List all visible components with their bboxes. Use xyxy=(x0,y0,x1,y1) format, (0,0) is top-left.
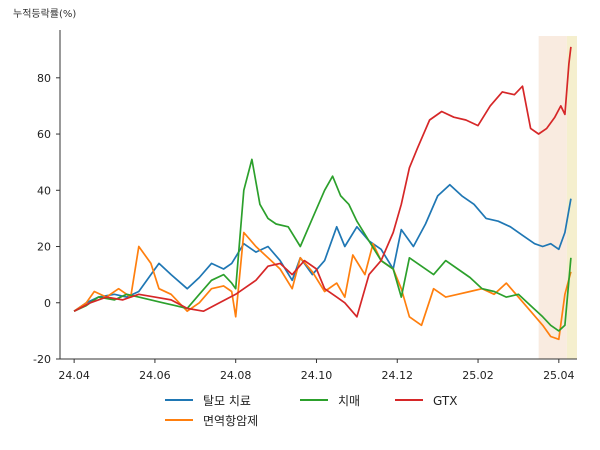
y-tick-label: 20 xyxy=(37,241,51,254)
series-line-0 xyxy=(73,183,572,312)
y-tick-label: -20 xyxy=(33,353,51,366)
x-tick-label: 24.06 xyxy=(139,369,171,382)
legend: 탈모 치료 치매 GTX 면역항암제 xyxy=(165,394,457,428)
x-tick-label: 24.08 xyxy=(220,369,252,382)
series-line-1 xyxy=(73,231,572,341)
x-tick-label: 25.04 xyxy=(543,369,575,382)
y-tick-label: 80 xyxy=(37,72,51,85)
highlight-bands xyxy=(538,36,577,359)
y-tick-label: 40 xyxy=(37,184,51,197)
x-tick-label: 25.02 xyxy=(462,369,494,382)
highlight-band-1 xyxy=(566,36,577,359)
x-tick-label: 24.04 xyxy=(58,369,90,382)
legend-label: 탈모 치료 xyxy=(203,394,251,408)
x-tick-label: 24.12 xyxy=(382,369,414,382)
legend-label: 치매 xyxy=(338,394,360,408)
series-lines xyxy=(73,46,572,341)
highlight-band-0 xyxy=(538,36,567,359)
x-tick-label: 24.10 xyxy=(301,369,333,382)
series-line-2 xyxy=(73,158,572,332)
legend-label: GTX xyxy=(433,394,457,408)
legend-label: 면역항암제 xyxy=(203,414,258,428)
y-tick-label: 60 xyxy=(37,128,51,141)
series-line-3 xyxy=(73,46,572,318)
axes: -20 0 20 40 60 80 24.04 24.06 24.08 24.10 24.12 25.… xyxy=(33,30,577,382)
y-tick-label: 0 xyxy=(44,297,51,310)
y-axis-label: 누적등락률(%) xyxy=(13,8,76,20)
